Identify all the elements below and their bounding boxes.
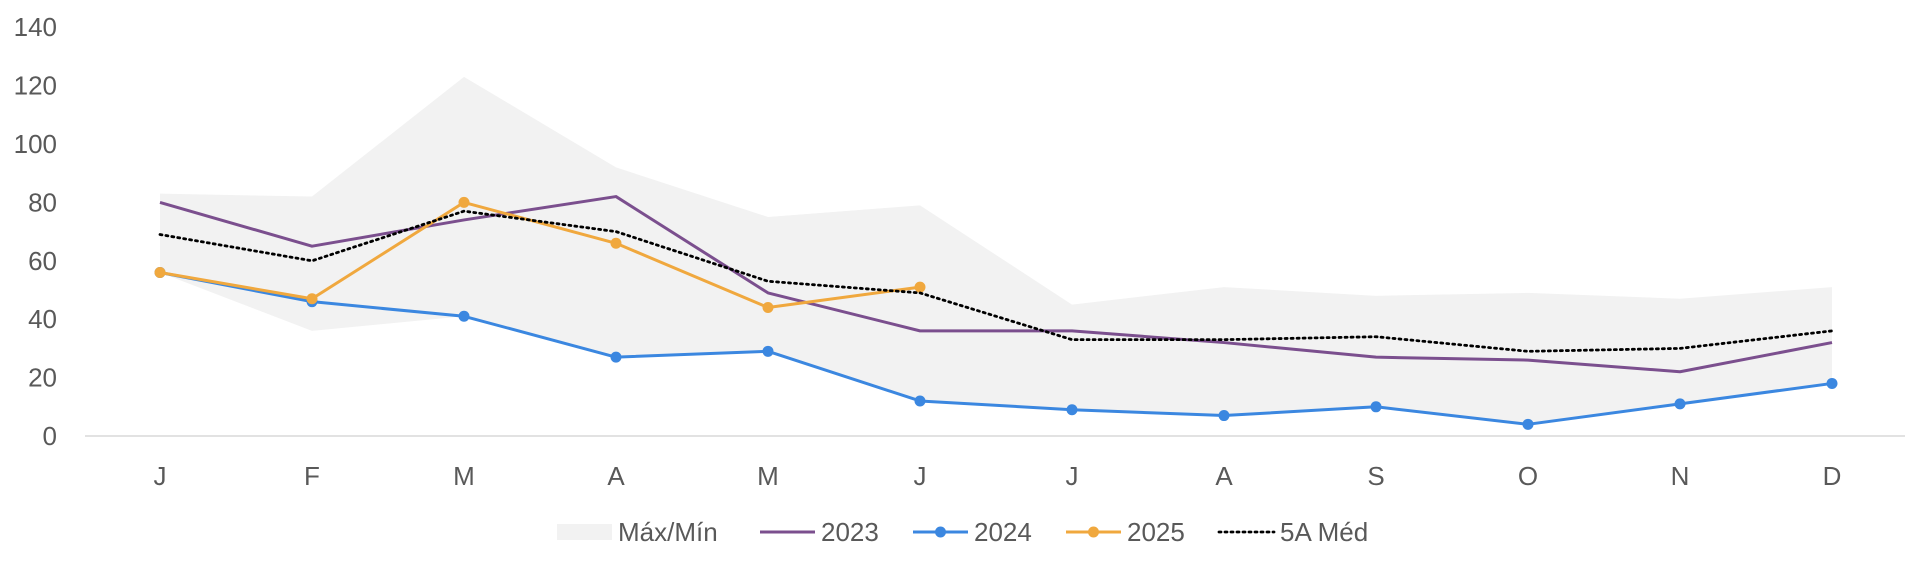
data-point-2024 bbox=[1370, 401, 1382, 413]
data-point-2025 bbox=[306, 293, 318, 305]
data-point-2024 bbox=[610, 351, 622, 363]
legend: Máx/Mín 2023 2024 2025 5A Méd bbox=[557, 517, 1368, 547]
max-min-band bbox=[160, 76, 1832, 425]
legend-item-2024: 2024 bbox=[913, 517, 1032, 547]
legend-label: 2025 bbox=[1127, 517, 1185, 547]
y-tick-label: 20 bbox=[28, 363, 57, 393]
x-tick-label: J bbox=[914, 461, 927, 491]
x-tick-label: J bbox=[1066, 461, 1079, 491]
data-point-2024 bbox=[914, 395, 926, 407]
legend-swatch bbox=[557, 524, 612, 540]
data-point-2024 bbox=[762, 345, 774, 357]
data-point-2024 bbox=[1218, 410, 1230, 422]
x-tick-label: S bbox=[1367, 461, 1384, 491]
legend-item-2025: 2025 bbox=[1066, 517, 1185, 547]
x-tick-label: N bbox=[1671, 461, 1690, 491]
legend-label: Máx/Mín bbox=[618, 517, 718, 547]
x-tick-label: M bbox=[453, 461, 475, 491]
y-tick-label: 0 bbox=[43, 421, 57, 451]
x-tick-label: A bbox=[607, 461, 625, 491]
legend-item-5a-m-d: 5A Méd bbox=[1217, 517, 1368, 547]
legend-marker bbox=[935, 526, 946, 538]
data-point-2025 bbox=[610, 237, 622, 249]
legend-label: 5A Méd bbox=[1280, 517, 1368, 547]
legend-label: 2023 bbox=[821, 517, 879, 547]
y-tick-label: 120 bbox=[14, 71, 57, 101]
data-point-2025 bbox=[154, 266, 166, 278]
x-tick-label: F bbox=[304, 461, 320, 491]
y-tick-label: 60 bbox=[28, 246, 57, 276]
y-tick-label: 140 bbox=[14, 12, 57, 42]
series-line-2025 bbox=[159, 200, 921, 310]
series-layer bbox=[154, 195, 1838, 430]
series-line-5a-m-d bbox=[158, 209, 1834, 353]
legend-item-2023: 2023 bbox=[760, 517, 879, 547]
data-point-2024 bbox=[1674, 398, 1686, 410]
series-line-2023 bbox=[159, 195, 1833, 374]
x-tick-label: A bbox=[1215, 461, 1233, 491]
data-point-2024 bbox=[1066, 404, 1078, 416]
y-tick-label: 40 bbox=[28, 304, 57, 334]
series-line-2024 bbox=[159, 271, 1833, 426]
y-tick-label: 100 bbox=[14, 129, 57, 159]
data-point-2025 bbox=[762, 302, 774, 314]
x-tick-label: D bbox=[1823, 461, 1842, 491]
x-tick-label: M bbox=[757, 461, 779, 491]
y-axis-ticks: 0 20 40 60 80 100 120 140 bbox=[14, 12, 57, 451]
legend-label: 2024 bbox=[974, 517, 1032, 547]
y-tick-label: 80 bbox=[28, 187, 57, 217]
x-tick-label: J bbox=[154, 461, 167, 491]
data-point-2024 bbox=[1522, 418, 1534, 430]
data-point-2024 bbox=[1826, 377, 1838, 389]
legend-marker bbox=[1088, 526, 1099, 538]
max-min-band-layer bbox=[160, 76, 1832, 425]
legend-item-max-min: Máx/Mín bbox=[557, 517, 718, 547]
data-point-2025 bbox=[458, 196, 470, 208]
x-tick-label: O bbox=[1518, 461, 1538, 491]
data-point-2025 bbox=[914, 281, 926, 293]
data-point-2024 bbox=[458, 310, 470, 322]
